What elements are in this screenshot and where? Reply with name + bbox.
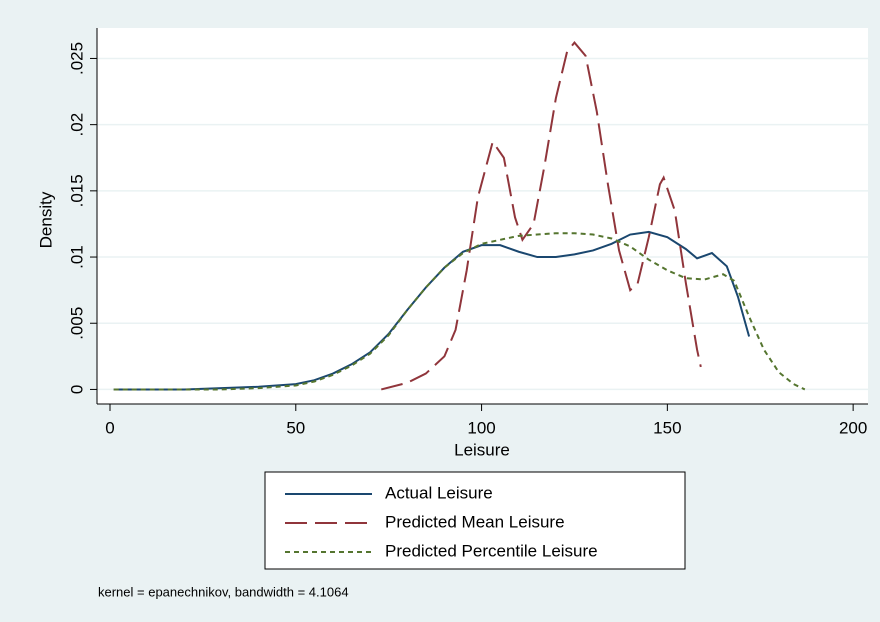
x-axis-title: Leisure xyxy=(454,440,510,459)
legend-label: Predicted Mean Leisure xyxy=(385,512,565,531)
y-tick-label: .015 xyxy=(67,174,86,207)
y-tick-label: .005 xyxy=(67,307,86,340)
note: kernel = epanechnikov, bandwidth = 4.106… xyxy=(98,584,349,599)
legend-label: Predicted Percentile Leisure xyxy=(385,541,598,560)
y-axis-title: Density xyxy=(36,191,55,248)
y-tick-label: .025 xyxy=(67,42,86,75)
series-line xyxy=(113,232,806,391)
x-tick-label: 0 xyxy=(105,418,114,437)
y-tick-label: .02 xyxy=(67,113,86,137)
series-line xyxy=(381,40,702,391)
x-tick-label: 150 xyxy=(653,418,681,437)
x-tick-label: 200 xyxy=(839,418,867,437)
y-tick-label: .01 xyxy=(67,245,86,269)
plot-area xyxy=(97,28,868,404)
legend-label: Actual Leisure xyxy=(385,483,493,502)
x-tick-label: 50 xyxy=(286,418,305,437)
y-tick-label: 0 xyxy=(67,385,86,394)
series-line xyxy=(113,230,751,391)
x-tick-label: 100 xyxy=(467,418,495,437)
